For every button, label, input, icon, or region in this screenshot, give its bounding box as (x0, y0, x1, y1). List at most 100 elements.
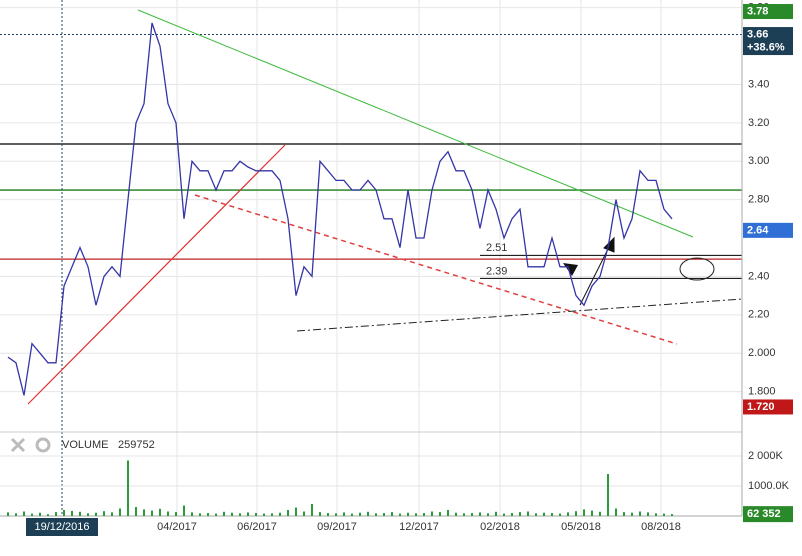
crosshair-date: 19/12/2016 (34, 521, 89, 533)
volume-bar (7, 512, 9, 516)
volume-bar (487, 513, 489, 516)
y-tick-label: 2.80 (748, 194, 769, 206)
trendline (27, 144, 286, 405)
volume-bar (583, 509, 585, 516)
volume-bar (231, 512, 233, 516)
volume-bar (215, 513, 217, 516)
panel-icons (10, 437, 51, 453)
volume-bar (71, 510, 73, 516)
price-marker-label: 3.66 (747, 28, 768, 40)
volume-bar (375, 513, 377, 516)
volume-bar (447, 510, 449, 516)
settings-icon (35, 437, 51, 453)
x-tick-label: 05/2018 (561, 521, 601, 533)
price-marker-box (743, 27, 793, 56)
trendline (137, 9, 694, 238)
price-marker-box (743, 4, 793, 20)
volume-bar (127, 460, 129, 516)
trendline (296, 298, 743, 332)
volume-title: VOLUME (62, 439, 108, 451)
volume-bar (239, 513, 241, 516)
volume-bar (287, 510, 289, 516)
y-tick-label: 2.000 (748, 347, 776, 359)
volume-last-box (743, 506, 793, 523)
volume-bar (191, 512, 193, 516)
volume-bar (247, 512, 249, 516)
volume-bar (551, 513, 553, 516)
price-line (7, 22, 673, 396)
volume-bar (407, 512, 409, 516)
volume-bar (383, 513, 385, 516)
volume-bar (631, 512, 633, 516)
volume-bar (559, 513, 561, 516)
volume-bar (391, 512, 393, 516)
y-tick-label: 3.40 (748, 78, 769, 90)
volume-bar (519, 512, 521, 516)
y-tick-label: 2.40 (748, 270, 769, 282)
volume-bar (207, 513, 209, 516)
volume-bar (15, 513, 17, 516)
volume-bar (575, 511, 577, 516)
price-marker-box (743, 399, 793, 415)
plot (7, 22, 673, 396)
volume-bar (111, 512, 113, 516)
crosshair-date-box (26, 518, 98, 536)
volume-bar (535, 513, 537, 516)
volume-bar (119, 508, 121, 516)
x-tick-label: 12/2017 (399, 521, 439, 533)
volume-bar (607, 474, 609, 516)
ellipse (679, 257, 715, 281)
x-tick-label: 06/2017 (237, 521, 277, 533)
volume-bar (55, 512, 57, 516)
volume-bar (23, 511, 25, 516)
price-marker-label: 2.64 (747, 224, 769, 236)
annotation-label: 2.51 (486, 242, 507, 254)
volume-bar (511, 513, 513, 516)
volume-bar (143, 509, 145, 516)
price-marker-box (743, 222, 793, 238)
volume-bar (335, 513, 337, 516)
volume-panel (7, 460, 673, 516)
volume-last-label: 62 352 (747, 508, 781, 520)
volume-bar (263, 513, 265, 516)
volume-bar (567, 512, 569, 516)
price-marker-change: +38.6% (747, 41, 785, 53)
volume-bar (279, 512, 281, 516)
x-tick-label: 02/2018 (480, 521, 520, 533)
labels: 1.8002.0002.202.402.803.003.203.403.8004… (26, 2, 793, 536)
volume-bar (431, 511, 433, 516)
volume-bar (199, 513, 201, 516)
volume-bar (471, 513, 473, 516)
volume-bar (167, 511, 169, 516)
x-tick-label: 09/2017 (317, 521, 357, 533)
volume-bar (663, 513, 665, 516)
volume-bar (311, 504, 313, 516)
price-marker-label: 3.78 (747, 5, 768, 17)
volume-bar (503, 513, 505, 516)
volume-bar (327, 513, 329, 516)
volume-bar (439, 512, 441, 516)
y-tick-label: 3.20 (748, 117, 769, 129)
trendline (194, 194, 678, 345)
volume-bar (135, 507, 137, 516)
volume-bar (647, 512, 649, 516)
volume-bar (183, 505, 185, 516)
volume-bar (87, 513, 89, 516)
volume-bar (255, 513, 257, 516)
volume-bar (151, 510, 153, 516)
drawings (27, 9, 743, 405)
volume-tick-label: 1000.0K (748, 480, 790, 492)
volume-bar (175, 512, 177, 516)
grid (0, 0, 742, 516)
volume-bar (399, 513, 401, 516)
volume-bar (623, 512, 625, 516)
volume-bar (47, 514, 49, 516)
volume-bar (591, 510, 593, 516)
x-tick-label: 08/2018 (641, 521, 681, 533)
volume-bar (527, 511, 529, 516)
volume-bar (103, 511, 105, 516)
x-tick-label: 04/2017 (157, 521, 197, 533)
volume-bar (599, 511, 601, 516)
volume-bar (63, 510, 65, 516)
